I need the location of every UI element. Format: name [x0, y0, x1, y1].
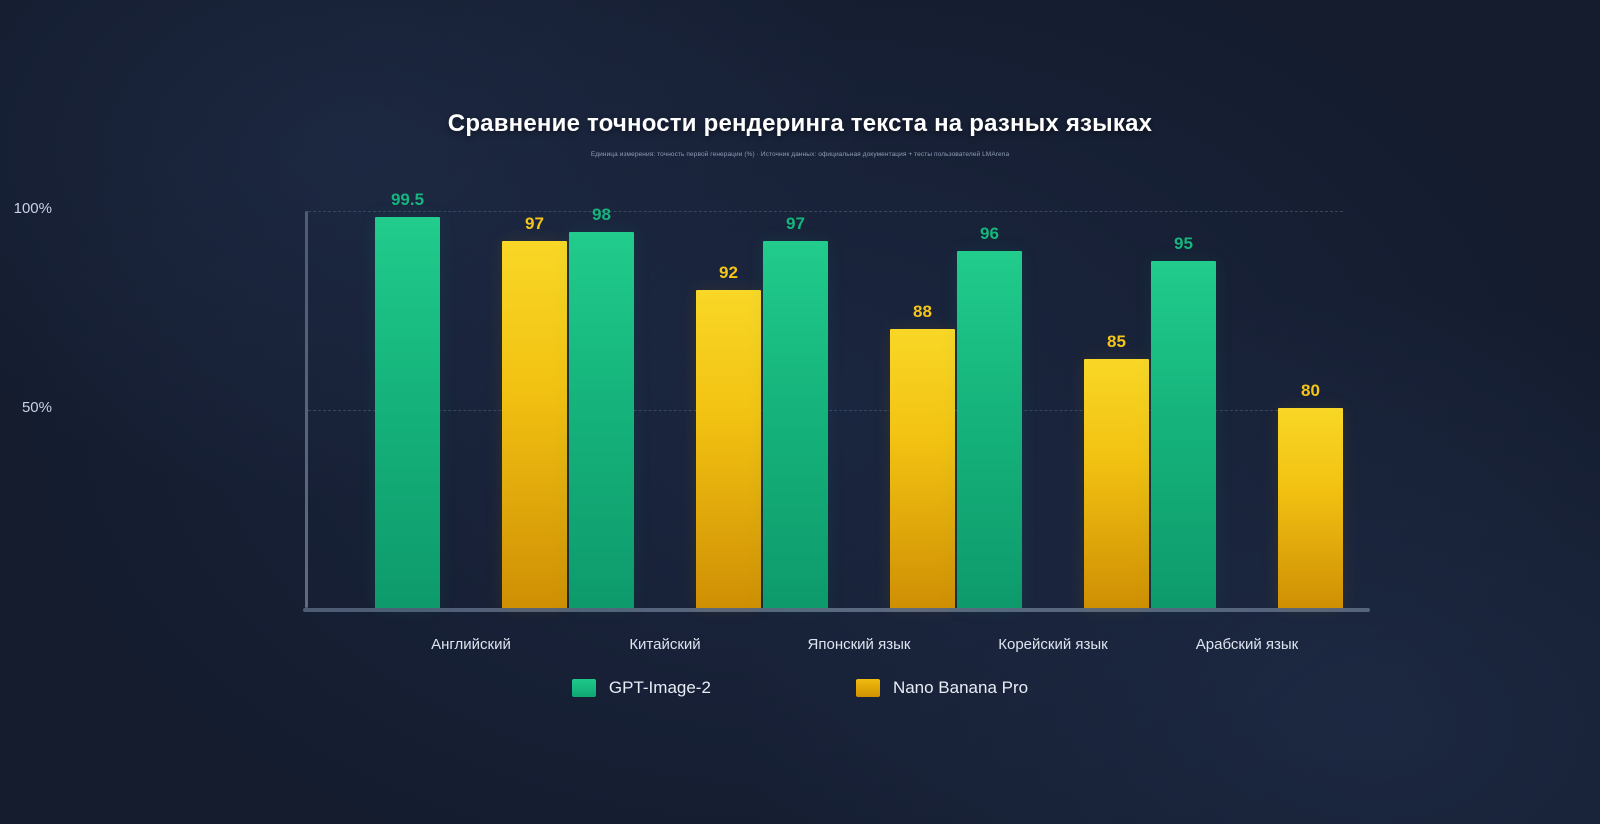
legend-swatch-icon-green: [571, 679, 596, 697]
legend-label-series-1: Nano Banana Pro: [892, 678, 1029, 697]
bar-0-1[interactable]: 98: [569, 205, 634, 608]
gridline-100: [308, 211, 1343, 212]
y-tick-label-50: 50%: [21, 399, 52, 416]
bar-value-label: 96: [980, 224, 999, 244]
bar-group: 98 92 Китайский: [569, 205, 761, 653]
category-label-1: Китайский: [629, 636, 701, 653]
bar-0-0[interactable]: 99.5: [375, 190, 440, 608]
chart-title: Сравнение точности рендеринга текста на …: [447, 110, 1153, 137]
legend-swatch-icon-yellow: [855, 679, 880, 697]
category-label-0: Английский: [431, 636, 511, 653]
category-label-2: Японский язык: [807, 636, 911, 653]
bar-1-3[interactable]: 85: [1084, 332, 1149, 608]
bar-group: 95 80 Арабский язык: [1151, 211, 1343, 653]
bar-group: 97 88 Японский язык: [763, 211, 955, 653]
bar-value-label: 88: [913, 302, 932, 322]
y-tick-label-100: 100%: [13, 200, 52, 217]
bar-0-3[interactable]: 96: [957, 224, 1022, 608]
bar-1-4[interactable]: 80: [1278, 381, 1343, 608]
bar-group: 99.5 97 Английский: [375, 190, 567, 653]
chart-legend: GPT-Image-2 Nano Banana Pro: [0, 678, 1600, 698]
x-axis-line: [303, 608, 1370, 612]
bar-0-2[interactable]: 97: [763, 214, 828, 608]
plot-area: 100% 50% 99.5 97 Английский 98 92 Китайский 97…: [14, 190, 1370, 653]
bar-value-label: 97: [525, 214, 544, 234]
legend-item-series-1[interactable]: Nano Banana Pro: [855, 678, 1029, 698]
bar-value-label: 97: [786, 214, 805, 234]
category-label-3: Корейский язык: [998, 636, 1108, 653]
bar-value-label: 99.5: [390, 189, 425, 209]
bar-value-label: 95: [1174, 233, 1193, 253]
legend-label-series-0: GPT-Image-2: [608, 678, 711, 697]
bar-1-1[interactable]: 92: [696, 263, 761, 608]
bar-value-label: 85: [1107, 331, 1126, 351]
bar-value-label: 80: [1301, 380, 1320, 400]
bar-1-2[interactable]: 88: [890, 302, 955, 608]
category-label-4: Арабский язык: [1195, 636, 1299, 653]
y-axis-line: [305, 211, 308, 608]
bar-value-label: 98: [592, 204, 611, 224]
bar-value-label: 92: [719, 263, 738, 283]
bar-group: 96 85 Корейский язык: [957, 211, 1149, 653]
bar-1-0[interactable]: 97: [502, 214, 567, 608]
bar-0-4[interactable]: 95: [1151, 234, 1216, 608]
legend-item-series-0[interactable]: GPT-Image-2: [571, 678, 711, 698]
chart-subtitle: Единица измерения: точность первой генер…: [590, 151, 1010, 158]
